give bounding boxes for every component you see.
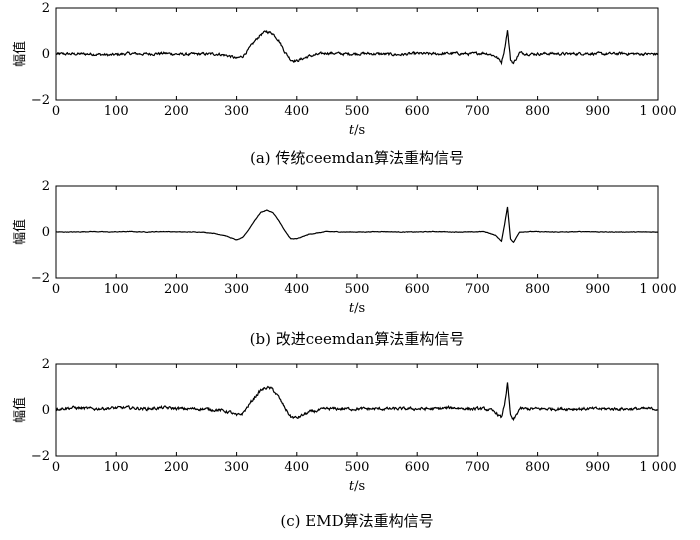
x-axis-label-unit: /s	[354, 479, 365, 494]
x-axis-label-var: t	[349, 301, 355, 316]
x-tick-label: 800	[525, 460, 550, 475]
x-tick-label: 900	[585, 460, 610, 475]
y-axis-label: 幅值	[12, 397, 28, 423]
x-tick-label: 600	[405, 460, 430, 475]
y-ticks: 2 0 −2	[31, 357, 658, 464]
x-tick-label: 100	[104, 282, 129, 297]
x-tick-label: 300	[224, 460, 249, 475]
signal-line	[55, 206, 659, 244]
x-tick-label: 100	[104, 460, 129, 475]
x-tick-label: 700	[465, 282, 490, 297]
x-tick-label: 200	[164, 282, 189, 297]
x-tick-label: 400	[284, 282, 309, 297]
x-ticks: 0 100 200 300 400 500 600 700 800 900 1 000	[52, 8, 677, 119]
x-tick-label: 0	[52, 460, 60, 475]
x-tick-label: 500	[345, 104, 370, 119]
y-tick-label: 0	[42, 403, 50, 418]
x-tick-label: 700	[465, 104, 490, 119]
y-tick-label: 2	[42, 179, 50, 194]
x-tick-label: 600	[405, 104, 430, 119]
x-ticks: 0 100 200 300 400 500 600 700 800 900 1 000	[52, 186, 677, 297]
x-tick-label: 1 000	[639, 104, 676, 119]
x-axis-label: t/s	[349, 123, 365, 138]
panel-caption: (a) 传统ceemdan算法重构信号	[250, 149, 464, 167]
chart-panel-b: 0 100 200 300 400 500 600 700 800 900 1 000 20−2 幅…	[12, 179, 677, 348]
y-ticks: 2 0 −2	[31, 1, 658, 108]
y-tick-label: −2	[31, 271, 50, 286]
x-tick-label: 400	[284, 104, 309, 119]
x-axis-label-var: t	[349, 479, 355, 494]
x-tick-label: 600	[405, 282, 430, 297]
signal-line	[55, 382, 659, 422]
chart-panel-a: 0 100 200 300 400 500 600 700 800 900 1 000 20−2 幅…	[12, 1, 677, 167]
x-tick-label: 800	[525, 104, 550, 119]
panel-caption: (c) EMD算法重构信号	[280, 512, 433, 530]
signal-line	[55, 29, 659, 66]
panel-caption: (b) 改进ceemdan算法重构信号	[250, 330, 465, 348]
x-tick-label: 800	[525, 282, 550, 297]
x-tick-label: 500	[345, 282, 370, 297]
x-axis-label: t/s	[349, 301, 365, 316]
y-tick-label: 0	[42, 47, 50, 62]
y-tick-label: 2	[42, 357, 50, 372]
x-tick-label: 100	[104, 104, 129, 119]
x-tick-label: 700	[465, 460, 490, 475]
y-tick-label: 2	[42, 1, 50, 16]
x-axis-label-unit: /s	[354, 123, 365, 138]
y-tick-label: 0	[42, 225, 50, 240]
x-tick-label: 900	[585, 104, 610, 119]
y-tick-label: −2	[31, 93, 50, 108]
x-ticks: 0 100 200 300 400 500 600 700 800 900 1 000	[52, 364, 677, 475]
x-tick-label: 500	[345, 460, 370, 475]
x-tick-label: 900	[585, 282, 610, 297]
y-tick-label: −2	[31, 449, 50, 464]
x-tick-label: 1 000	[639, 282, 676, 297]
x-tick-label: 300	[224, 282, 249, 297]
x-tick-label: 0	[52, 104, 60, 119]
x-tick-label: 300	[224, 104, 249, 119]
x-tick-label: 1 000	[639, 460, 676, 475]
x-tick-label: 200	[164, 460, 189, 475]
x-tick-label: 0	[52, 282, 60, 297]
chart-panel-c: 0 100 200 300 400 500 600 700 800 900 1 000 20−2 幅…	[12, 357, 677, 530]
x-tick-label: 400	[284, 460, 309, 475]
y-ticks: 2 0 −2	[31, 179, 658, 286]
y-axis-label: 幅值	[12, 41, 28, 67]
x-tick-label: 200	[164, 104, 189, 119]
x-axis-label-var: t	[349, 123, 355, 138]
y-axis-label: 幅值	[12, 219, 28, 245]
x-axis-label-unit: /s	[354, 301, 365, 316]
x-axis-label: t/s	[349, 479, 365, 494]
